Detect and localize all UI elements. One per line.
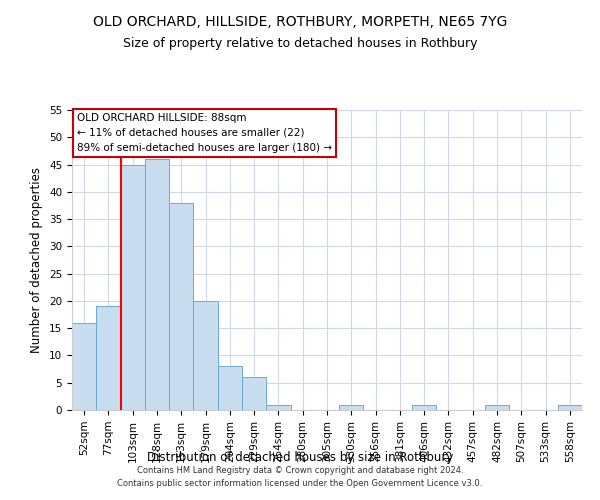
Text: Contains HM Land Registry data © Crown copyright and database right 2024.
Contai: Contains HM Land Registry data © Crown c… bbox=[118, 466, 482, 487]
Bar bbox=[558, 404, 582, 410]
Y-axis label: Number of detached properties: Number of detached properties bbox=[31, 167, 43, 353]
Bar bbox=[72, 322, 96, 410]
Text: Distribution of detached houses by size in Rothbury: Distribution of detached houses by size … bbox=[147, 451, 453, 464]
Bar bbox=[96, 306, 121, 410]
Text: Size of property relative to detached houses in Rothbury: Size of property relative to detached ho… bbox=[123, 38, 477, 51]
Text: OLD ORCHARD HILLSIDE: 88sqm
← 11% of detached houses are smaller (22)
89% of sem: OLD ORCHARD HILLSIDE: 88sqm ← 11% of det… bbox=[77, 113, 332, 152]
Bar bbox=[218, 366, 242, 410]
Bar bbox=[121, 164, 145, 410]
Bar bbox=[145, 159, 169, 410]
Text: OLD ORCHARD, HILLSIDE, ROTHBURY, MORPETH, NE65 7YG: OLD ORCHARD, HILLSIDE, ROTHBURY, MORPETH… bbox=[93, 15, 507, 29]
Bar bbox=[412, 404, 436, 410]
Bar bbox=[169, 202, 193, 410]
Bar bbox=[193, 301, 218, 410]
Bar bbox=[339, 404, 364, 410]
Bar bbox=[266, 404, 290, 410]
Bar bbox=[242, 378, 266, 410]
Bar bbox=[485, 404, 509, 410]
